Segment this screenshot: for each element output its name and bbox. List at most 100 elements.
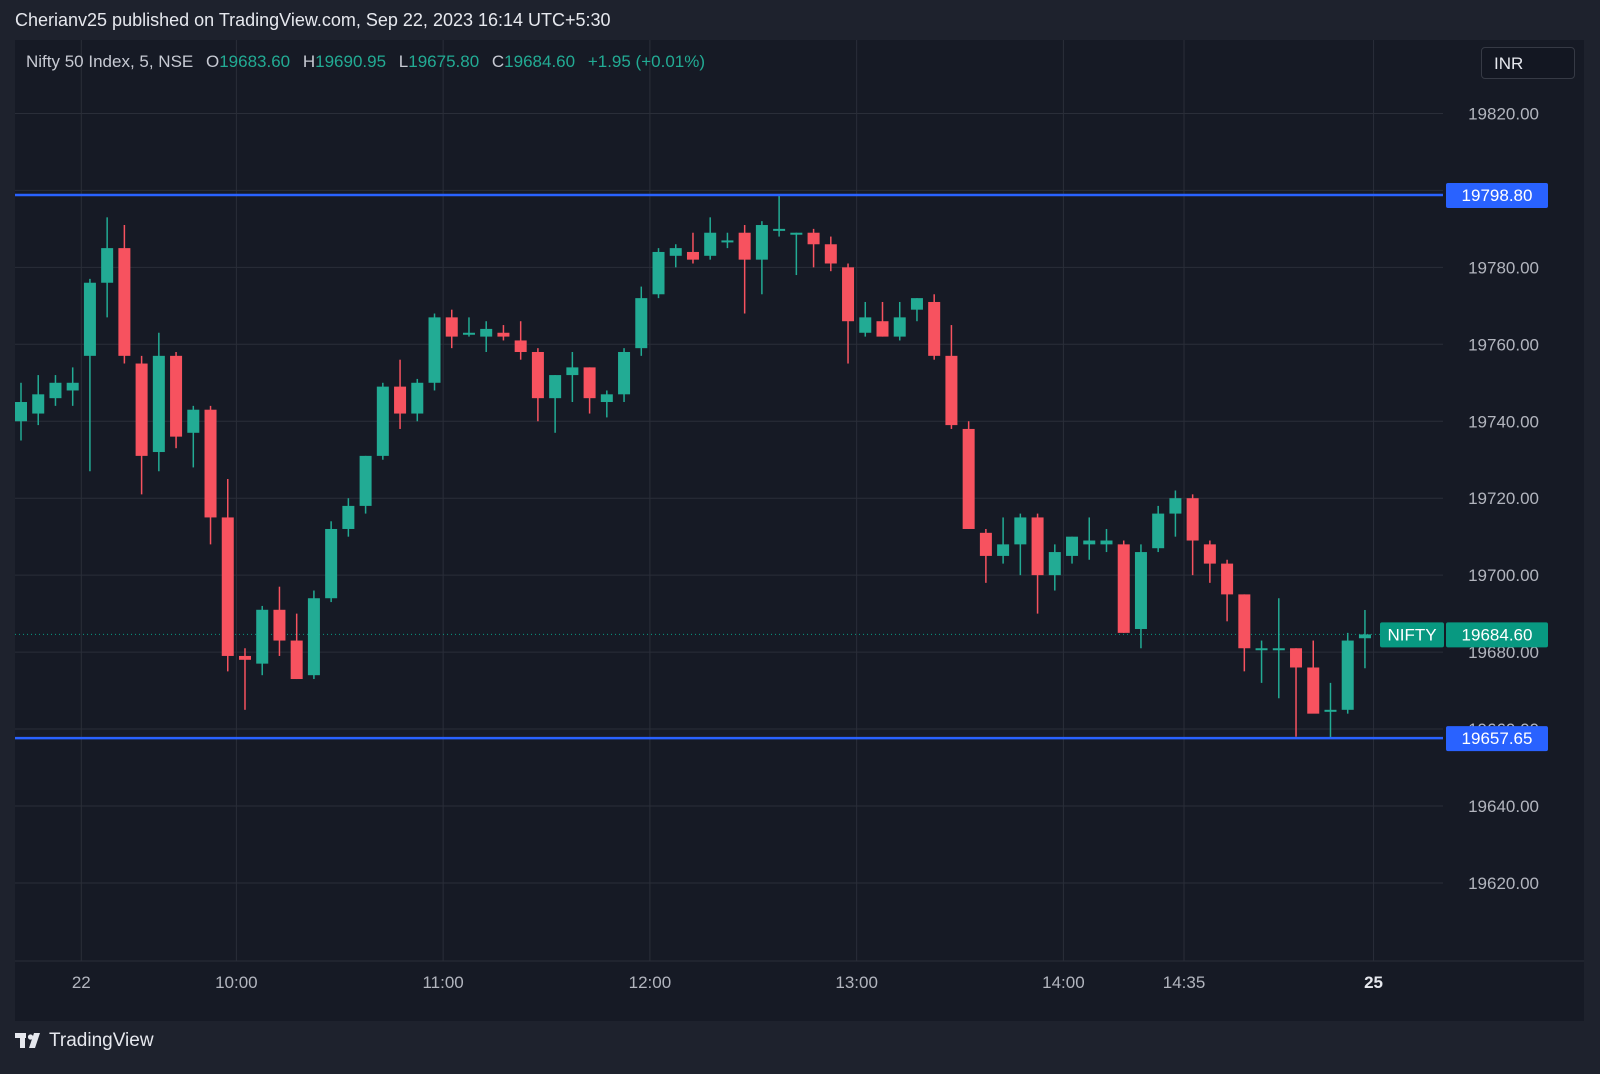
candle-body: [428, 317, 441, 383]
candle-body: [394, 386, 407, 414]
candle-body: [859, 317, 872, 333]
candle-body: [704, 232, 717, 256]
candle-body: [411, 382, 424, 414]
candle-body: [979, 532, 992, 556]
legend-low-value: 19675.80: [408, 52, 480, 71]
candle-body: [1152, 513, 1165, 549]
candle-body: [1031, 517, 1044, 576]
y-tick-label: 19720.00: [1468, 489, 1539, 508]
y-tick-label: 19820.00: [1468, 104, 1539, 123]
candle-body: [514, 340, 527, 352]
y-tick-label: 19740.00: [1468, 412, 1539, 431]
candle-body: [1134, 552, 1147, 630]
legend-high-label: H: [302, 52, 316, 71]
candle-body: [549, 375, 562, 399]
legend-low-label: L: [398, 52, 409, 71]
x-tick-label: 11:00: [422, 973, 463, 992]
level-tag: [1446, 183, 1548, 209]
candle-body: [876, 321, 889, 337]
chart-panel[interactable]: 19620.0019640.0019660.0019680.0019700.00…: [15, 40, 1584, 1021]
candle-body: [1221, 563, 1234, 595]
symbol-label: NIFTY: [1387, 625, 1436, 644]
candle-body: [893, 317, 906, 337]
candle-body: [135, 363, 148, 456]
candle-body: [583, 367, 596, 399]
candle-body: [325, 528, 338, 599]
candle-body: [462, 332, 475, 335]
y-tick-label: 19620.00: [1468, 874, 1539, 893]
candle-body: [1100, 540, 1113, 545]
currency-button[interactable]: INR: [1481, 47, 1575, 79]
candle-body: [49, 382, 62, 399]
candle-body: [807, 232, 820, 245]
candle-body: [721, 240, 734, 243]
x-tick-label: 13:00: [835, 973, 878, 992]
ohlc-legend: Nifty 50 Index, 5, NSE O19683.60 H19690.…: [26, 52, 705, 72]
candle-body: [101, 248, 114, 283]
candle-body: [376, 386, 389, 456]
candle-body: [66, 382, 79, 391]
candle-body: [445, 317, 458, 337]
candle-body: [1341, 640, 1354, 710]
candle-body: [152, 355, 165, 453]
y-tick-label: 19780.00: [1468, 258, 1539, 277]
legend-open-value: 19683.60: [219, 52, 291, 71]
y-tick-label: 19760.00: [1468, 335, 1539, 354]
candle-body: [1117, 544, 1130, 633]
candle-body: [1014, 517, 1027, 545]
legend-close-value: 19684.60: [504, 52, 576, 71]
candle-body: [1307, 667, 1320, 714]
candle-body: [204, 409, 217, 518]
candle-body: [928, 301, 941, 356]
level-tag: [1446, 726, 1548, 752]
candle-body: [1169, 498, 1182, 514]
candle-body: [238, 655, 251, 660]
legend-close-label: C: [491, 52, 505, 71]
candle-body: [686, 251, 699, 260]
last-price-tag: [1446, 622, 1548, 648]
tradingview-brand[interactable]: TradingView: [15, 1030, 154, 1052]
brand-name: TradingView: [49, 1030, 154, 1051]
legend-open-label: O: [205, 52, 220, 71]
candle-body: [1290, 648, 1303, 668]
x-tick-label: 12:00: [629, 973, 672, 992]
candle-body: [307, 598, 320, 676]
candle-body: [1083, 540, 1096, 545]
x-tick-label: 10:00: [215, 973, 258, 992]
candle-body: [170, 355, 183, 437]
y-tick-label: 19640.00: [1468, 797, 1539, 816]
candle-body: [1255, 648, 1268, 651]
x-tick-label: 14:35: [1163, 973, 1206, 992]
candle-body: [910, 298, 923, 310]
candle-body: [824, 244, 837, 264]
candle-body: [738, 232, 751, 260]
candle-body: [1358, 634, 1371, 639]
candle-body: [1186, 498, 1199, 541]
candle-body: [531, 351, 544, 399]
candle-body: [1048, 552, 1061, 576]
candle-body: [32, 394, 45, 414]
candle-body: [1272, 648, 1285, 651]
candle-body: [359, 455, 372, 506]
candle-body: [15, 402, 27, 422]
candle-body: [755, 225, 768, 260]
candle-body: [221, 517, 234, 656]
level-label: 19657.65: [1462, 729, 1533, 748]
publish-bar: Cherianv25 published on TradingView.com,…: [15, 10, 611, 30]
symbol-tag: [1380, 622, 1444, 648]
legend-high-value: 19690.95: [315, 52, 387, 71]
candle-body: [497, 332, 510, 337]
candle-body: [118, 248, 131, 356]
candle-body: [773, 228, 786, 231]
y-tick-label: 19680.00: [1468, 643, 1539, 662]
candle-body: [790, 232, 803, 235]
candlestick-chart[interactable]: 19620.0019640.0019660.0019680.0019700.00…: [15, 40, 1584, 1021]
candle-body: [600, 394, 613, 403]
candle-body: [342, 505, 355, 529]
level-label: 19798.80: [1462, 186, 1533, 205]
x-tick-label: 22: [72, 973, 91, 992]
candle-body: [290, 640, 303, 680]
candle-body: [842, 267, 855, 322]
y-tick-label: 19700.00: [1468, 566, 1539, 585]
last-price-label: 19684.60: [1462, 625, 1533, 644]
